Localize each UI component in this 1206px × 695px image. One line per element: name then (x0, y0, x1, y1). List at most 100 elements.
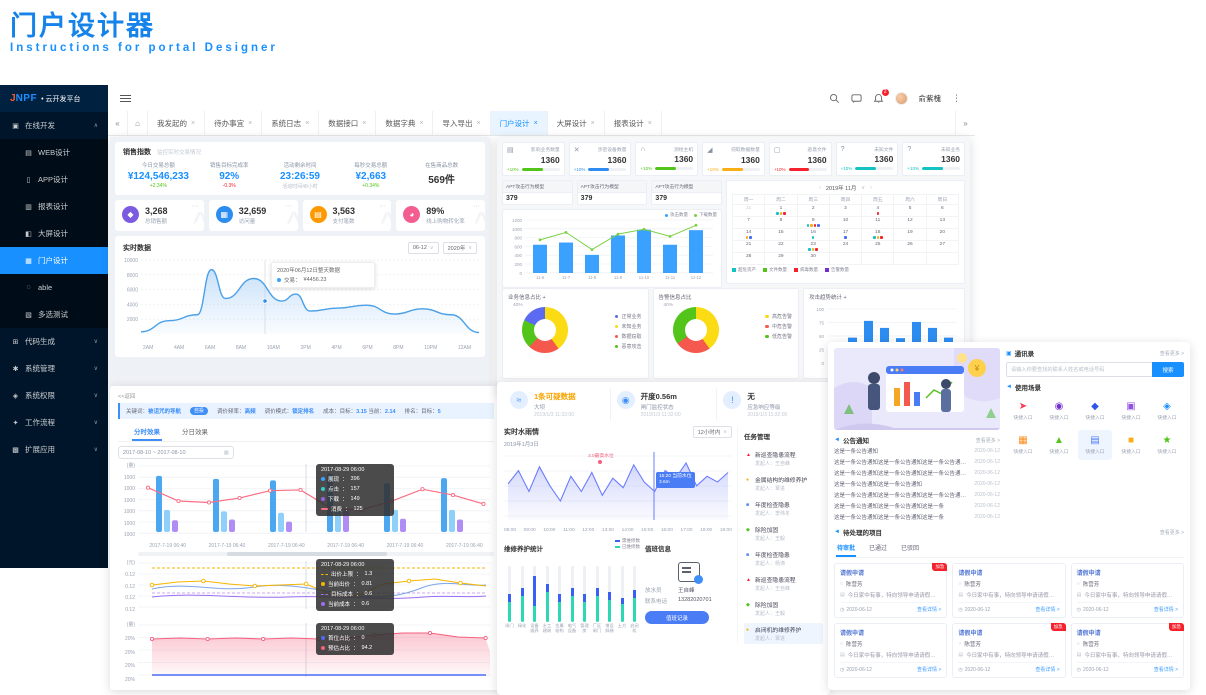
detail-link[interactable]: 查看详情 > (917, 607, 942, 613)
sidebar-item-report-design-icon[interactable]: ▥ 报表设计 (0, 193, 108, 220)
calendar-day[interactable]: 19 (893, 228, 927, 241)
search-icon[interactable] (829, 93, 840, 104)
todo-tab[interactable]: 待审批 (836, 541, 857, 557)
calendar-day[interactable]: 5 (893, 204, 927, 217)
back-link[interactable]: <<返回 (118, 394, 136, 400)
sidebar-item-portal-design-icon[interactable]: ▦ 门户设计 (0, 247, 108, 274)
bell-icon[interactable]: 2 (873, 88, 889, 104)
notice-item[interactable]: 这是一条公告通知 2020-06-12 (834, 447, 1000, 455)
sidebar-group-online-dev-icon[interactable]: ▣ 在线开发 ∧ (0, 112, 108, 139)
notice-item[interactable]: 这是一条公告通知这是一条公告通知 2020-06-12 (834, 480, 1000, 488)
detail-link[interactable]: 查看详情 > (1153, 667, 1178, 673)
close-icon[interactable]: × (305, 119, 310, 127)
todo-card[interactable]: 请假申请 ○陈营芳 ▤今日家中有事，特向领导申请请假一天，望批准。 ◷2020-… (1070, 563, 1184, 618)
quick-entry-share-icon[interactable]: ◈ 快捷入口 (1157, 401, 1177, 421)
quick-entry-message-icon[interactable]: ▣ 快捷入口 (1121, 401, 1141, 421)
close-icon[interactable]: × (248, 119, 253, 127)
calendar-day[interactable]: 27 (925, 240, 960, 253)
notice-more-link[interactable]: 查看更多 > (975, 437, 1000, 444)
sidebar-group-extapp-icon[interactable]: ▩ 扩展应用 ∨ (0, 436, 108, 463)
close-icon[interactable]: × (533, 119, 538, 127)
calendar-day[interactable]: 24 (828, 240, 863, 253)
tab-item[interactable]: 我发起的 × (148, 111, 206, 135)
calendar-day[interactable]: 4 (861, 204, 895, 217)
calendar-day[interactable]: 7 (731, 216, 766, 229)
more-icon[interactable]: ⋯ (191, 203, 199, 210)
tab-item[interactable]: 导入导出 × (433, 111, 491, 135)
quick-entry-target-icon[interactable]: ◉ 快捷入口 (1049, 401, 1069, 421)
sidebar-group-workflow-icon[interactable]: ✦ 工作流程 ∨ (0, 409, 108, 436)
apt-model-card[interactable]: APT攻击行为模型 379 (502, 180, 573, 205)
calendar-day[interactable]: 6 (925, 204, 960, 217)
effect-tab[interactable]: 分日效果 (182, 429, 208, 436)
task-item[interactable]: ● 金属结构的维修养护 发起人：覃进 (746, 476, 808, 493)
quick-entry-send-icon[interactable]: ➤ 快捷入口 (1013, 401, 1033, 421)
tabs-scroll-right-icon[interactable]: » (955, 111, 975, 135)
apt-model-card[interactable]: APT攻击行为模型 379 (576, 180, 648, 205)
calendar-day[interactable]: 21 (731, 240, 766, 253)
calendar-day[interactable]: 26 (893, 240, 927, 253)
sidebar-item-multi-select-icon[interactable]: ▧ 多选测试 (0, 301, 108, 328)
task-item[interactable]: ▲ 新巡查隐患流程 发起人：王自峰 (746, 576, 796, 593)
notice-item[interactable]: 这是一条公告通知这是一条公告通知这是一条公告通知... 2020-06-12 (834, 458, 1000, 466)
task-item[interactable]: ▲ 新巡查隐患流程 发起人：王自峰 (746, 451, 796, 468)
close-icon[interactable]: × (362, 119, 367, 127)
calendar-day[interactable]: 28 (731, 252, 766, 265)
quick-entry-chart-icon[interactable]: ▲ 快捷入口 (1049, 435, 1069, 455)
menu-collapse-icon[interactable] (120, 94, 131, 102)
todo-tab[interactable]: 已通过 (869, 546, 888, 552)
more-icon[interactable]: ⋯ (473, 203, 480, 210)
detail-link[interactable]: 查看详情 > (1153, 607, 1178, 613)
calendar-day[interactable]: 9 (796, 216, 830, 229)
tab-item[interactable]: 系统日志 × (262, 111, 320, 135)
contact-search-input[interactable] (1006, 362, 1152, 377)
quick-entry-app-icon[interactable]: ★ 快捷入口 (1157, 435, 1177, 455)
tab-item[interactable]: 待办事宜 × (205, 111, 263, 135)
calendar-day[interactable]: 20 (925, 228, 960, 241)
range-select[interactable]: 12小时内 ∨ (692, 426, 732, 438)
calendar-day[interactable]: 30 (796, 252, 830, 265)
task-item[interactable]: ◆ 除险加固 发起人：王毅 (746, 601, 786, 618)
sidebar-item-web-design-icon[interactable]: ▤ WEB设计 (0, 139, 108, 166)
notice-item[interactable]: 这是一条公告通知这是一条公告通知这是一条 2020-06-12 (834, 502, 1000, 510)
calendar-day[interactable]: 25 (861, 240, 895, 253)
todo-card[interactable]: 请假申请 ○陈营芳 ▤今日家中有事，特向领导申请请假一天，望批准。 ◷2020-… (952, 563, 1066, 618)
notice-item[interactable]: 这是一条公告通知这是一条公告通知这是一条公告通知... 2020-06-12 (834, 491, 1000, 499)
quick-entry-schedule-icon[interactable]: ▦ 快捷入口 (1013, 435, 1033, 455)
detail-link[interactable]: 查看详情 > (1035, 667, 1060, 673)
calendar-day[interactable]: 16 (796, 228, 830, 241)
quick-entry-calendar-icon[interactable]: ▤ 快捷入口 (1078, 430, 1112, 460)
calendar-day[interactable]: 10 (828, 216, 863, 229)
close-icon[interactable]: × (647, 119, 652, 127)
more-icon[interactable]: ⋯ (285, 203, 293, 210)
calendar-prev-icon[interactable]: ‹ (819, 185, 821, 191)
date-range-picker[interactable]: 2017-08-10 ~ 2017-08-10 ▦ (118, 446, 234, 459)
contacts-more-link[interactable]: 查看更多 > (1159, 350, 1184, 357)
calendar-day[interactable]: 8 (764, 216, 798, 229)
sidebar-group-sysperm-icon[interactable]: ◈ 系统权限 ∨ (0, 382, 108, 409)
todo-card[interactable]: 加急 请假申请 ○陈营芳 ▤今日家中有事，特向领导申请请假一天，望批准。 ◷20… (834, 563, 948, 618)
tab-item[interactable]: 报表设计 × (605, 111, 662, 135)
sidebar-item-able-icon[interactable]: ◌ able (0, 274, 108, 301)
close-icon[interactable]: × (590, 119, 595, 127)
task-item[interactable]: ◆ 除险加固 发起人：王毅 (746, 526, 786, 543)
calendar-day[interactable]: 3 (828, 204, 863, 217)
sidebar-item-app-design-icon[interactable]: ▯ APP设计 (0, 166, 108, 193)
tab-item[interactable]: 数据接口 × (319, 111, 377, 135)
todo-tab[interactable]: 已驳回 (901, 546, 920, 552)
calendar-day[interactable]: 29 (764, 252, 798, 265)
close-icon[interactable]: × (419, 119, 424, 127)
todo-card[interactable]: 加急 请假申请 ○陈营芳 ▤今日家中有事，特向领导申请请假一天，望批准。 ◷20… (952, 623, 1066, 678)
task-item[interactable]: ■ 年度检查隐患 发起人：李伟冬 (746, 501, 791, 518)
apt-model-card[interactable]: APT攻击行为模型 379 (651, 180, 723, 205)
sidebar-group-codegen-icon[interactable]: ⊞ 代码生成 ∨ (0, 328, 108, 355)
month-select[interactable]: 06-12 ∨ (407, 242, 439, 254)
calendar-next-icon[interactable]: › (870, 185, 872, 191)
close-icon[interactable]: × (191, 119, 196, 127)
calendar-day[interactable]: 11 (861, 216, 895, 229)
task-item[interactable]: ● 启闭机的维修养护 发起人：覃进 (744, 623, 823, 644)
tab-item[interactable]: 大屏设计 × (548, 111, 605, 135)
calendar-day[interactable]: 18 (861, 228, 895, 241)
calendar-day[interactable]: 17 (828, 228, 863, 241)
close-icon[interactable]: × (476, 119, 481, 127)
